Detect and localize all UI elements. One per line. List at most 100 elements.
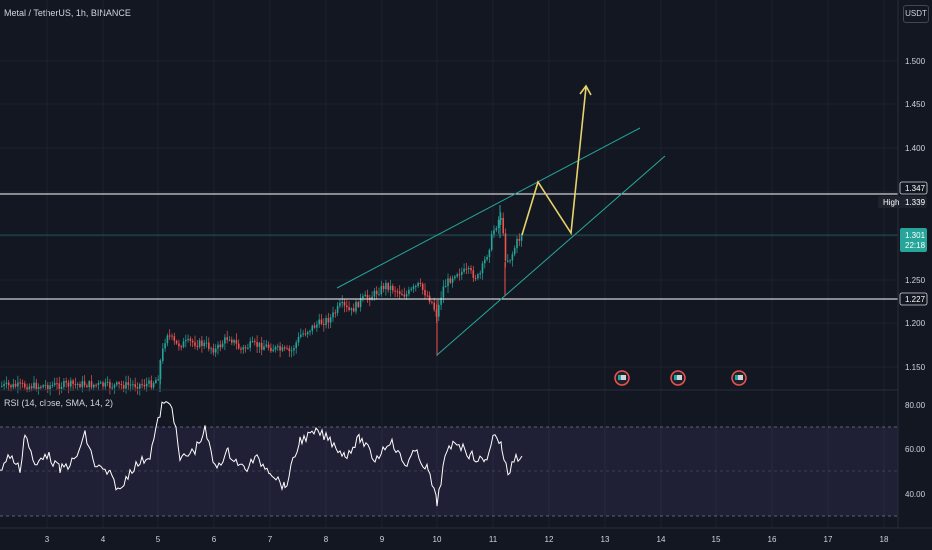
candle-body [355, 301, 357, 312]
candle-body [509, 260, 511, 262]
candle-body [164, 343, 166, 349]
candle-body [210, 348, 212, 350]
candle-body [417, 282, 419, 287]
channel-lower-line[interactable] [436, 155, 666, 356]
candle-body [109, 381, 111, 388]
candle-body [486, 257, 488, 260]
candle-body [286, 348, 288, 350]
candle-body [504, 233, 507, 261]
candle-body [235, 340, 238, 344]
candle-body [208, 342, 210, 349]
candle-body [341, 302, 343, 304]
candle-body [134, 384, 136, 388]
candle-body [277, 346, 279, 348]
candle-body [150, 380, 153, 388]
candle-body [217, 344, 219, 349]
time-axis[interactable]: 3 4 5 6 7 8 9 10 11 12 13 14 15 16 17 18 [45, 535, 889, 544]
candle-body [334, 312, 337, 314]
candle-body [196, 345, 199, 347]
candle-body [233, 340, 235, 343]
candle-body [244, 347, 247, 349]
candle-body [385, 283, 387, 290]
candle-body [438, 304, 440, 317]
candle-body [189, 338, 192, 341]
time-tick: 4 [101, 535, 106, 544]
symbol-title[interactable]: Metal / TetherUS, 1h, BINANCE [4, 8, 131, 18]
candle-body [88, 381, 90, 388]
candle-body [152, 383, 155, 388]
candle-body [168, 335, 171, 337]
candle-body [118, 382, 120, 385]
time-tick: 3 [45, 535, 50, 544]
time-tick: 11 [489, 535, 498, 544]
candle-body [191, 340, 194, 343]
candle-body [467, 268, 470, 270]
candle-body [65, 381, 67, 383]
candle-body [265, 344, 268, 347]
candle-body [157, 379, 159, 381]
candle-body [323, 323, 325, 325]
candle-body [136, 387, 139, 389]
candle-body [380, 285, 383, 294]
rsi-title[interactable]: RSI (14, close, SMA, 14, 2) [4, 398, 114, 408]
candle-body [408, 289, 410, 295]
candle-body [145, 383, 148, 387]
candle-body [127, 382, 130, 386]
candle-body [76, 383, 79, 385]
candle-body [49, 385, 51, 390]
candle-body [520, 235, 523, 241]
event-flag-1[interactable] [614, 370, 630, 386]
candle-body [346, 305, 348, 308]
time-tick: 8 [324, 535, 329, 544]
candle-body [35, 382, 38, 390]
candle-body [5, 382, 8, 384]
candle-body [440, 297, 442, 305]
candle-body [203, 342, 205, 347]
candle-body [463, 268, 465, 272]
candle-body [339, 302, 341, 306]
candle-body [198, 340, 201, 347]
candle-body [224, 337, 226, 344]
candle-body [304, 333, 307, 335]
candle-body [139, 384, 141, 389]
candle-body [93, 384, 95, 388]
high-tag: High [883, 198, 899, 207]
candle-body [373, 290, 376, 297]
candle-body [392, 285, 394, 291]
candle-body [40, 386, 42, 388]
time-tick: 15 [712, 535, 721, 544]
rsi-axis[interactable]: 80.00 60.00 40.00 [905, 401, 926, 499]
candle-body [187, 338, 189, 341]
candle-body [371, 296, 373, 300]
candle-body [410, 288, 412, 290]
channel-upper-line[interactable] [336, 127, 641, 289]
candle-body [311, 325, 314, 331]
candle-body [300, 334, 302, 337]
candle-body [254, 341, 256, 343]
candle-body [237, 343, 240, 349]
candle-body [79, 383, 81, 388]
candle-body [14, 383, 17, 387]
candle-body [415, 286, 417, 288]
candle-body [343, 302, 346, 306]
candle-body [442, 286, 445, 298]
forecast-path[interactable] [521, 86, 587, 236]
candle-body [378, 293, 380, 295]
candle-body [132, 384, 134, 386]
event-flag-2[interactable] [670, 370, 686, 386]
candle-body [474, 277, 477, 279]
candle-body [42, 385, 44, 388]
currency-button[interactable]: USDT [903, 5, 929, 23]
candle-body [424, 289, 426, 296]
candle-body [113, 384, 116, 388]
candle-body [102, 382, 104, 387]
candle-body [10, 385, 12, 388]
candle-body [295, 342, 297, 349]
event-flag-3[interactable] [731, 370, 747, 386]
price-tick: 1.450 [905, 100, 926, 109]
price-axis[interactable]: 1.500 1.450 1.400 1.250 1.200 1.150 [905, 57, 926, 372]
candle-body [143, 384, 146, 387]
price-tick: 1.500 [905, 57, 926, 66]
